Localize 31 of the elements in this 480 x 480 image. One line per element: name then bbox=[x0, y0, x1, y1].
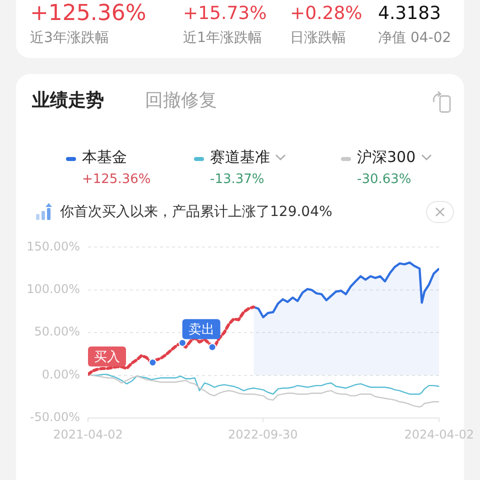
text: -30.63% bbox=[357, 172, 412, 188]
legend-label: 赛道基准 bbox=[210, 148, 270, 166]
y-tick-label: -50.00% bbox=[30, 410, 80, 424]
y-tick-label: 150.00% bbox=[26, 239, 80, 254]
legend-label: 沪深300 bbox=[357, 148, 416, 166]
y-tick-label: 50.00% bbox=[34, 324, 80, 339]
text: +15.73% bbox=[183, 3, 267, 25]
point bbox=[208, 343, 216, 352]
annotation: 卖出 bbox=[188, 322, 214, 338]
point bbox=[148, 358, 157, 366]
y-tick-label: 100.00% bbox=[26, 282, 80, 296]
text: 近3年涨跌幅 bbox=[30, 30, 109, 47]
line-series bbox=[88, 305, 256, 376]
chart-title: 业绩走势 bbox=[32, 90, 104, 112]
x-tick-label: 2021-04-02 bbox=[53, 427, 123, 442]
x-tick-label: 2022-09-30 bbox=[228, 427, 298, 442]
text: 近1年涨跌幅 bbox=[183, 30, 262, 47]
annotation: 买入 bbox=[94, 350, 120, 365]
point bbox=[178, 338, 187, 347]
text: +125.36% bbox=[82, 172, 151, 188]
text: 净值 04-02 bbox=[378, 30, 452, 47]
y-tick-label: 0.00% bbox=[42, 367, 80, 382]
legend-label: 本基金 bbox=[82, 148, 127, 166]
text: +0.28% bbox=[290, 3, 362, 25]
text: +125.36% bbox=[30, 1, 146, 28]
text: -13.37% bbox=[210, 172, 264, 188]
text: 回撤修复 bbox=[145, 90, 217, 112]
text: 4.3183 bbox=[378, 3, 441, 25]
text: 你首次买入以来，产品累计上涨了129.04% bbox=[60, 204, 332, 221]
x-tick-label: 2024-04-02 bbox=[404, 427, 474, 442]
text: 日涨跌幅 bbox=[290, 30, 346, 47]
